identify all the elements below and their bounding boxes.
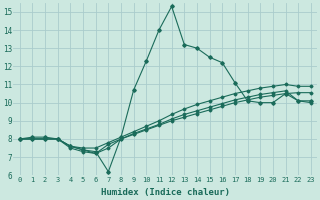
X-axis label: Humidex (Indice chaleur): Humidex (Indice chaleur)	[101, 188, 230, 197]
